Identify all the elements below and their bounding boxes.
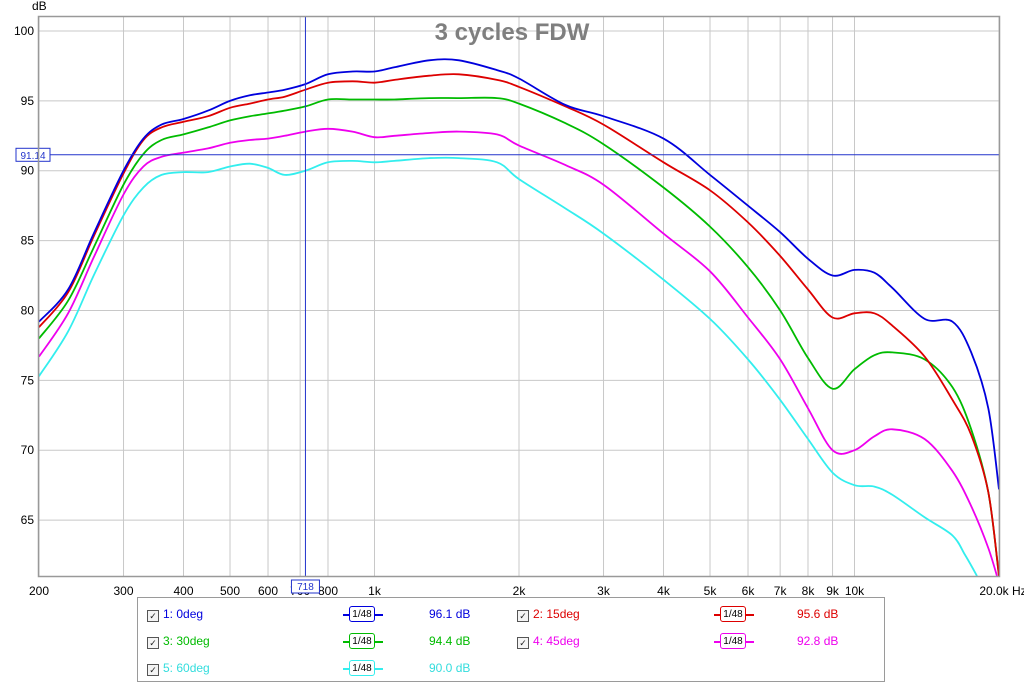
cursor-value-2: 95.6 dB	[797, 607, 839, 621]
cursor-value-4: 92.8 dB	[797, 634, 839, 648]
cursor-value-3: 94.4 dB	[429, 634, 471, 648]
x-tick-label: 9k	[826, 584, 840, 598]
legend-item-1[interactable]: ✓ 1: 0deg	[147, 605, 203, 623]
legend-label: 5: 60deg	[163, 661, 210, 675]
y-tick-label: 65	[21, 513, 35, 527]
checkbox-icon[interactable]: ✓	[147, 610, 159, 622]
legend: ✓ 1: 0deg 1/48 96.1 dB ✓ 2: 15deg 1/48 95.…	[137, 597, 885, 682]
x-tick-label: 400	[173, 584, 193, 598]
x-tick-label: 1k	[368, 584, 382, 598]
smoothing-badge-3[interactable]: 1/48	[343, 633, 383, 649]
smoothing-badge-5[interactable]: 1/48	[343, 660, 383, 676]
x-tick-label: 4k	[657, 584, 671, 598]
series-line-4	[39, 127, 998, 576]
x-tick-label: 200	[29, 584, 49, 598]
smoothing-badge-4[interactable]: 1/48	[714, 633, 754, 649]
x-tick-label: 5k	[704, 584, 718, 598]
legend-label: 1: 0deg	[163, 607, 204, 621]
chart-title: 3 cycles FDW	[435, 19, 590, 46]
cursor[interactable]: 91.14 718	[15, 17, 999, 594]
x-tick-label: 500	[220, 584, 240, 598]
grid	[38, 17, 1000, 576]
series-layer	[39, 58, 999, 576]
checkbox-icon[interactable]: ✓	[517, 637, 529, 649]
x-tick-label: 8k	[802, 584, 816, 598]
x-tick-label: 800	[318, 584, 338, 598]
y-axis-label: dB	[32, 0, 47, 13]
cursor-y-readout-box	[15, 147, 51, 162]
chart: 2003004005006007008001k2k3k4k5k6k7k8k9k1…	[14, 0, 1024, 598]
x-tick-label: 600	[258, 584, 278, 598]
cursor-x-readout-box	[290, 579, 320, 594]
x-tick-label: 10k	[845, 584, 865, 598]
y-tick-label: 80	[21, 303, 35, 317]
series-line-2	[39, 73, 999, 576]
y-tick-label: 95	[21, 94, 35, 108]
smoothing-label: 1/48	[349, 633, 375, 649]
legend-item-2[interactable]: ✓ 2: 15deg	[517, 605, 580, 623]
x-tick-label: 2k	[513, 584, 527, 598]
legend-label: 3: 30deg	[163, 634, 210, 648]
x-tick-label: 3k	[597, 584, 611, 598]
smoothing-label: 1/48	[720, 633, 746, 649]
x-tick-label: 300	[114, 584, 134, 598]
cursor-value-1: 96.1 dB	[429, 607, 471, 621]
y-tick-label: 90	[21, 164, 35, 178]
smoothing-label: 1/48	[349, 606, 375, 622]
y-tick-label: 100	[14, 24, 34, 38]
legend-item-4[interactable]: ✓ 4: 45deg	[517, 632, 580, 650]
y-tick-label: 75	[21, 373, 35, 387]
y-tick-label: 85	[21, 234, 35, 248]
series-line-5	[39, 156, 978, 576]
smoothing-badge-2[interactable]: 1/48	[714, 606, 754, 622]
checkbox-icon[interactable]: ✓	[147, 664, 159, 676]
legend-item-3[interactable]: ✓ 3: 30deg	[147, 632, 210, 650]
legend-label: 2: 15deg	[533, 607, 580, 621]
x-tick-label: 6k	[742, 584, 756, 598]
smoothing-badge-1[interactable]: 1/48	[343, 606, 383, 622]
smoothing-label: 1/48	[720, 606, 746, 622]
y-tick-label: 70	[21, 443, 35, 457]
plot-frame	[37, 15, 1001, 578]
series-line-3	[39, 96, 999, 576]
x-tick-label: 7k	[774, 584, 788, 598]
legend-item-5[interactable]: ✓ 5: 60deg	[147, 659, 210, 677]
series-line-1	[39, 58, 999, 490]
cursor-y-readout: 91.14	[20, 151, 45, 162]
checkbox-icon[interactable]: ✓	[517, 610, 529, 622]
checkbox-icon[interactable]: ✓	[147, 637, 159, 649]
legend-label: 4: 45deg	[533, 634, 580, 648]
cursor-value-5: 90.0 dB	[429, 661, 471, 675]
cursor-x-readout: 718	[297, 582, 314, 593]
axes: 2003004005006007008001k2k3k4k5k6k7k8k9k1…	[14, 24, 1024, 598]
x-tick-label: 20.0k Hz	[979, 584, 1024, 598]
smoothing-label: 1/48	[349, 660, 375, 676]
